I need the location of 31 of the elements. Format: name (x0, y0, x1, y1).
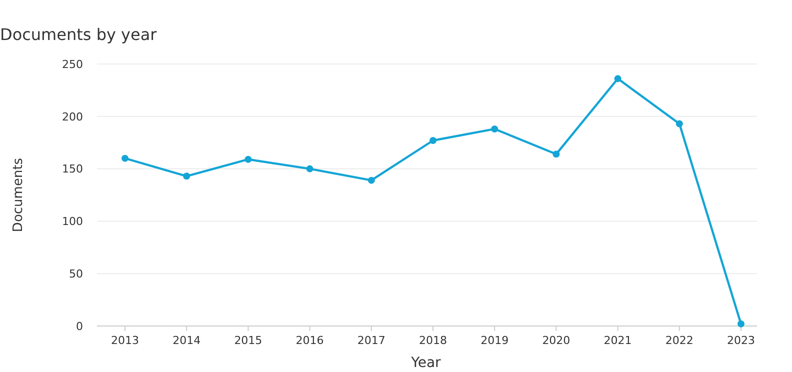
x-tick-label: 2019 (480, 334, 509, 347)
point (614, 75, 622, 82)
point (183, 172, 190, 180)
point (491, 125, 498, 132)
x-tick-label: 2021 (604, 334, 632, 347)
y-tick-label: 0 (76, 320, 83, 333)
chart-title: Documents by year (0, 25, 158, 44)
x-tick-label: 2015 (234, 334, 262, 347)
y-tick-label: 100 (62, 215, 83, 228)
x-tick-label: 2018 (419, 334, 447, 347)
point (244, 156, 252, 163)
point (676, 120, 683, 128)
point (306, 165, 314, 172)
x-tick-label: 2017 (357, 334, 386, 347)
x-tick-label: 2023 (727, 334, 755, 347)
point (738, 320, 744, 328)
y-tick-label: 200 (62, 110, 83, 124)
x-tick-label: 2014 (172, 334, 201, 347)
x-tick-label: 2020 (542, 334, 570, 347)
y-axis-title: Documents (11, 158, 26, 232)
x-tick-label: 2022 (665, 334, 694, 347)
x-tick-label: 2013 (111, 334, 139, 347)
x-axis-title: Year (410, 355, 442, 371)
point (368, 176, 375, 184)
y-tick-label: 50 (69, 267, 83, 280)
y-tick-label: 150 (62, 162, 83, 176)
point (430, 137, 436, 144)
point (552, 150, 560, 158)
x-tick-label: 2016 (296, 334, 324, 347)
y-tick-label: 250 (62, 58, 83, 71)
point (122, 154, 128, 162)
